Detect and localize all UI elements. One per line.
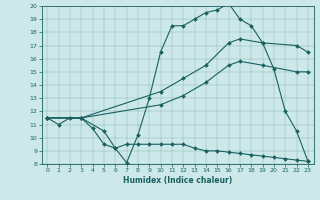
- X-axis label: Humidex (Indice chaleur): Humidex (Indice chaleur): [123, 176, 232, 185]
